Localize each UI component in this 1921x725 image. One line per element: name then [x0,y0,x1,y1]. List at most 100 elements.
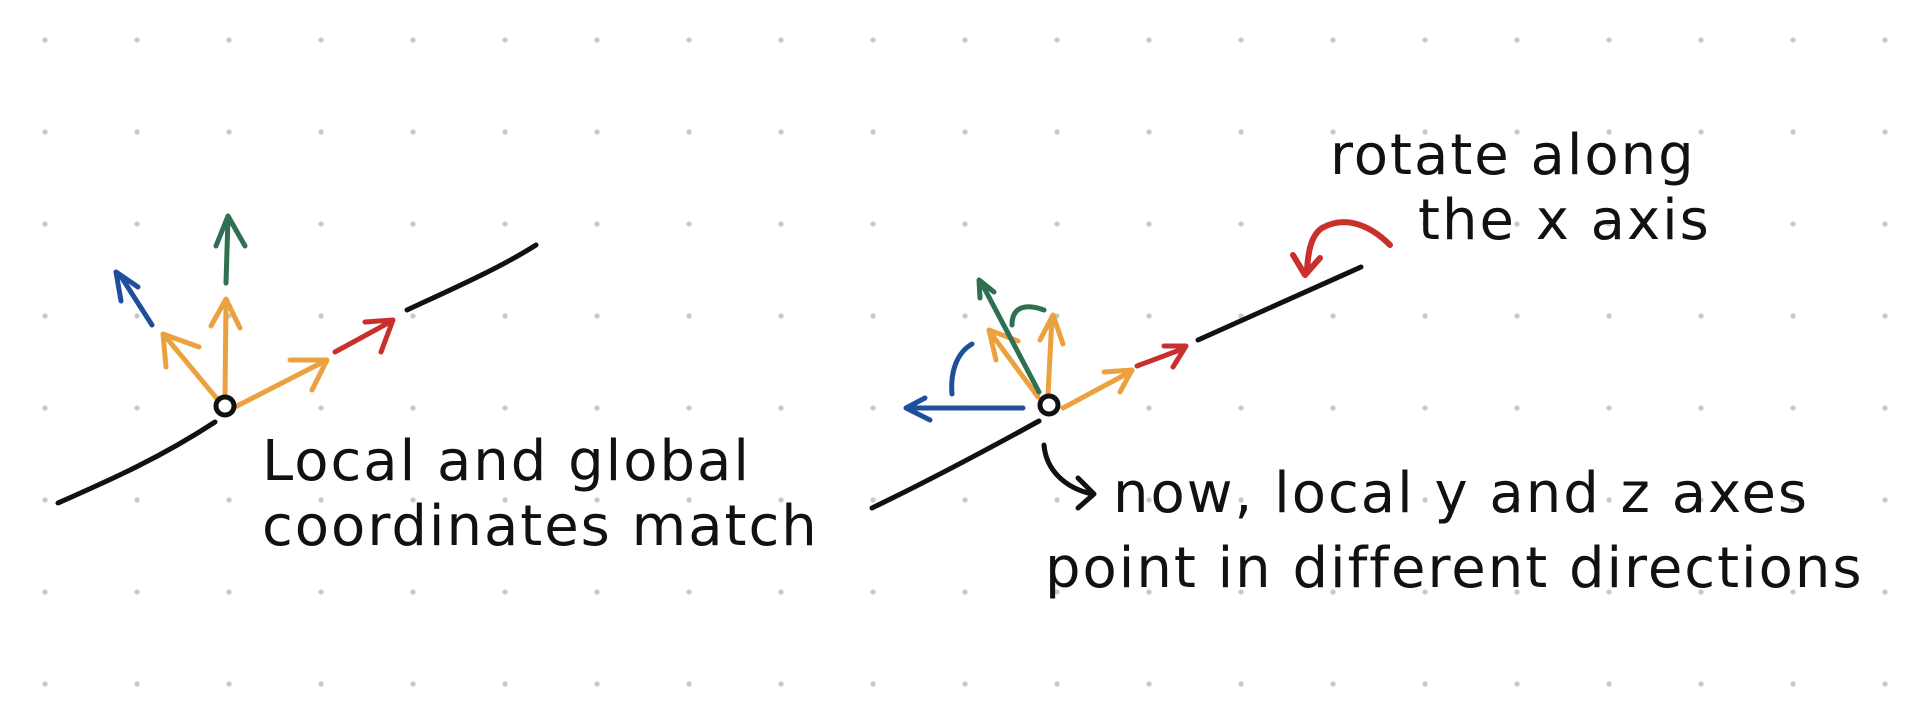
grid-dot [962,221,968,227]
grid-dot [594,129,600,135]
grid-dot [870,405,876,411]
grid-dot [134,405,140,411]
grid-dot [594,589,600,595]
grid-dot [1330,405,1336,411]
caption-pointer-arrow [1041,442,1097,511]
grid-dot [410,681,416,687]
grid-dot [778,681,784,687]
grid-dot [42,589,48,595]
grid-dot [686,221,692,227]
grid-dot [1330,37,1336,43]
grid-dot [870,313,876,319]
grid-dot [410,405,416,411]
grid-dot [1054,37,1060,43]
left-local-x-arrow [230,357,330,411]
right-origin-point [1037,393,1061,417]
grid-dot [502,37,508,43]
left-panel: Local and global coordinates match [55,213,819,559]
grid-dot [1146,405,1152,411]
grid-dot [318,37,324,43]
grid-dot [1238,37,1244,43]
grid-dot [410,313,416,319]
left-local-y-arrow [208,296,243,401]
grid-dot [870,221,876,227]
grid-dot [1698,129,1704,135]
grid-dot [318,405,324,411]
grid-dot [1698,405,1704,411]
grid-dot [1514,37,1520,43]
grid-dot [502,405,508,411]
grid-dot [1054,497,1060,503]
grid-dot [1330,313,1336,319]
grid-dot [502,681,508,687]
grid-dot [1238,681,1244,687]
grid-dot [778,129,784,135]
grid-dot [1606,405,1612,411]
grid-dot [594,221,600,227]
grid-dot [1422,405,1428,411]
grid-dot [502,221,508,227]
grid-dot [1514,405,1520,411]
grid-dot [1146,589,1152,595]
grid-dot [870,129,876,135]
grid-dot [1422,681,1428,687]
grid-dot [1238,405,1244,411]
grid-dot [594,405,600,411]
grid-dot [1238,221,1244,227]
grid-dot [1330,589,1336,595]
grid-dot [686,497,692,503]
left-caption-line2: coordinates match [262,494,819,559]
grid-dot [134,313,140,319]
grid-dot [226,129,232,135]
grid-dot [1698,313,1704,319]
grid-dot [1238,589,1244,595]
grid-dot [686,313,692,319]
grid-dot [1790,589,1796,595]
grid-dot [42,313,48,319]
grid-dot [1422,589,1428,595]
grid-dot [1054,129,1060,135]
grid-dot [134,497,140,503]
right-rotated-z-arrow [903,395,1026,423]
grid-dot [42,681,48,687]
grid-dot [134,589,140,595]
rotate-around-x-arrow [1290,219,1393,278]
grid-dot [410,37,416,43]
grid-dot [318,313,324,319]
grid-dot [1790,497,1796,503]
dot-grid-background [42,37,1888,687]
grid-dot [226,37,232,43]
grid-dot [226,497,232,503]
right-rotation-arc-y [1009,304,1047,328]
grid-dot [686,681,692,687]
grid-dot [1054,589,1060,595]
grid-dot [1422,497,1428,503]
grid-dot [226,681,232,687]
grid-dot [1238,497,1244,503]
right-path-curve-upper [1195,264,1364,343]
left-global-x-arrow [332,317,396,355]
grid-dot [1146,37,1152,43]
grid-dot [1514,589,1520,595]
grid-dot [1054,221,1060,227]
grid-dot [686,129,692,135]
grid-dot [410,589,416,595]
grid-dot [1330,129,1336,135]
grid-dot [502,589,508,595]
grid-dot [962,497,968,503]
grid-dot [1146,221,1152,227]
right-path-curve-lower [869,418,1042,511]
grid-dot [134,681,140,687]
right-global-x-arrow [1134,343,1189,370]
grid-dot [1514,497,1520,503]
grid-dot [1146,129,1152,135]
grid-dot [962,313,968,319]
right-caption-line1: now, local y and z axes [1113,461,1809,526]
grid-dot [870,681,876,687]
right-caption-line2: point in different directions [1045,536,1864,601]
grid-dot [134,129,140,135]
grid-dot [778,221,784,227]
grid-dot [870,497,876,503]
grid-dot [1790,313,1796,319]
grid-dot [1514,129,1520,135]
